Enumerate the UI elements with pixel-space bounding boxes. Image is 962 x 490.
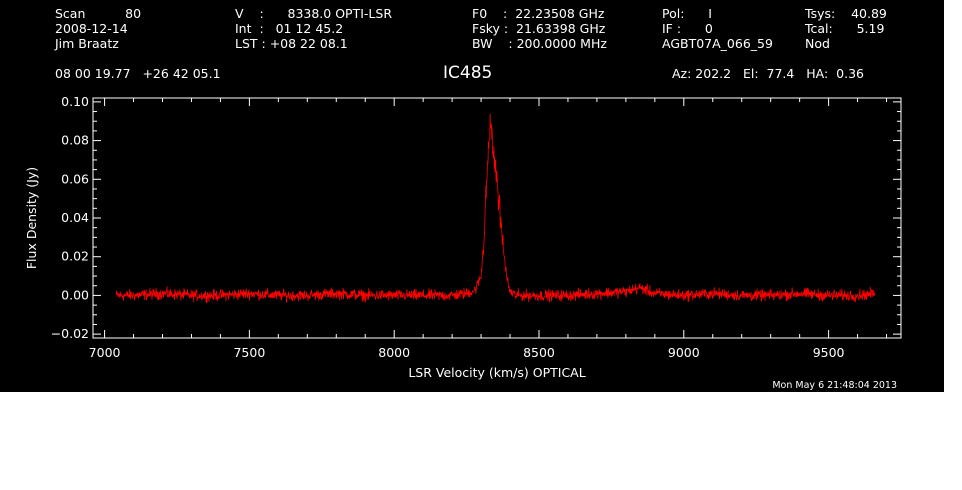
f0-label: F0 : 22.23508 GHz [472,6,605,21]
project-label: AGBT07A_066_59 [662,36,773,51]
y-tick-label: 0.04 [61,210,89,225]
azelha-label: Az: 202.2 El: 77.4 HA: 0.36 [672,66,865,81]
radec-label: 08 00 19.77 +26 42 05.1 [55,66,221,81]
y-tick-label: 0.00 [61,287,89,302]
bw-label: BW : 200.0000 MHz [472,36,607,51]
timestamp-label: Mon May 6 21:48:04 2013 [772,380,897,391]
y-tick-label: 0.10 [61,94,89,109]
scan-label: Scan 80 [55,6,142,21]
x-axis-title: LSR Velocity (km/s) OPTICAL [408,365,585,380]
mode-label: Nod [805,36,830,51]
y-axis-title: Flux Density (Jy) [24,167,39,269]
tsys-label: Tsys: 40.89 [805,6,887,21]
fsky-label: Fsky : 21.63398 GHz [472,21,606,36]
x-tick-label: 7500 [233,345,265,360]
date-label: 2008-12-14 [55,21,128,36]
x-tick-label: 9000 [668,345,700,360]
plot-panel: Scan 80 2008-12-14 Jim Braatz V : 8338.0… [0,0,944,392]
pol-label: Pol: I [662,6,712,21]
if-label: IF : 0 [662,21,713,36]
y-tick-label: 0.08 [61,133,89,148]
source-title: IC485 [443,63,493,83]
int-time-label: Int : 01 12 45.2 [235,21,344,36]
spectrum-trace [115,113,876,304]
x-tick-label: 8500 [523,345,555,360]
y-tick-label: 0.06 [61,171,89,186]
tcal-label: Tcal: 5.19 [805,21,885,36]
observer-label: Jim Braatz [55,36,119,51]
lst-label: LST : +08 22 08.1 [235,36,348,51]
y-tick-label: −0.02 [51,326,89,341]
spectrum-chart: 7000 7500 8000 8500 9000 9500 −0.02 0.00 0.02 0.0… [24,94,902,391]
plot-frame [92,97,902,339]
y-tick-label: 0.02 [61,249,89,264]
x-tick-label: 8000 [378,345,410,360]
x-tick-label: 7000 [89,345,121,360]
velocity-label: V : 8338.0 OPTI-LSR [235,6,393,21]
x-tick-label: 9500 [813,345,845,360]
